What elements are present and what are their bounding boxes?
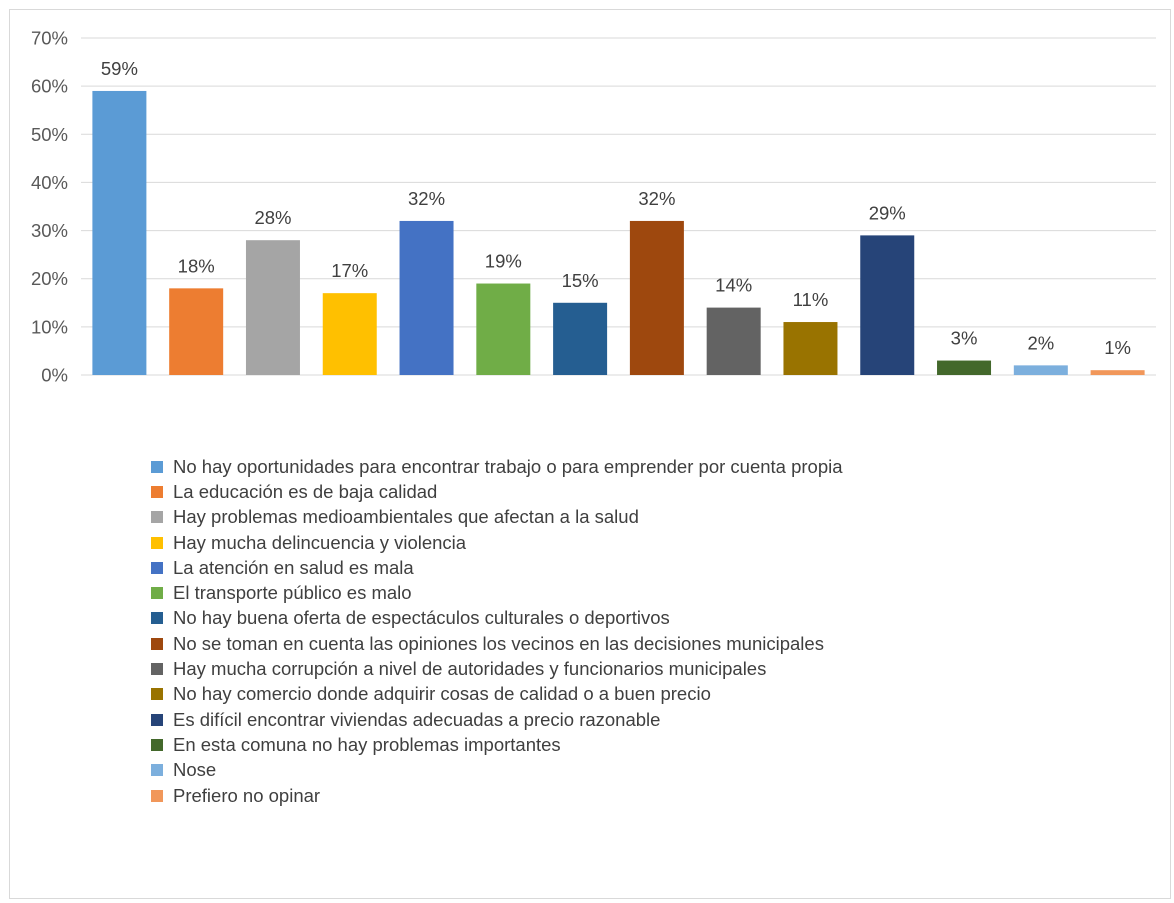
legend-item: No hay oportunidades para encontrar trab…: [151, 454, 843, 479]
legend-item: En esta comuna no hay problemas importan…: [151, 732, 843, 757]
legend-label: Hay problemas medioambientales que afect…: [173, 506, 639, 528]
y-tick-label: 30%: [31, 220, 68, 241]
data-label: 19%: [485, 251, 522, 272]
legend-item: No hay buena oferta de espectáculos cult…: [151, 606, 843, 631]
y-tick-label: 60%: [31, 76, 68, 97]
legend-label: Hay mucha corrupción a nivel de autorida…: [173, 658, 767, 680]
legend-label: Hay mucha delincuencia y violencia: [173, 531, 467, 553]
legend-swatch: [151, 612, 163, 625]
legend-label: La educación es de baja calidad: [173, 480, 438, 502]
data-label: 32%: [638, 188, 675, 209]
legend-item: Hay problemas medioambientales que afect…: [151, 505, 843, 530]
legend-swatch: [151, 688, 163, 701]
legend-swatch: [151, 789, 163, 802]
bar: [553, 302, 608, 375]
y-tick-label: 50%: [31, 124, 68, 145]
legend-swatch: [151, 764, 163, 777]
legend-item: La educación es de baja calidad: [151, 479, 843, 504]
legend-label: Prefiero no opinar: [173, 784, 321, 806]
legend-swatch: [151, 536, 163, 549]
legend-swatch: [151, 561, 163, 574]
legend-label: No hay oportunidades para encontrar trab…: [173, 455, 843, 477]
legend-swatch: [151, 460, 163, 473]
legend-item: Hay mucha delincuencia y violencia: [151, 530, 843, 555]
legend-label: Es difícil encontrar viviendas adecuadas…: [173, 708, 661, 730]
data-label: 14%: [715, 275, 752, 296]
legend-label: No hay comercio donde adquirir cosas de …: [173, 683, 711, 705]
legend-label: No se toman en cuenta las opiniones los …: [173, 632, 824, 654]
legend-label: Nose: [173, 759, 217, 781]
legend-item: No hay comercio donde adquirir cosas de …: [151, 682, 843, 707]
bar: [245, 240, 300, 375]
legend-label: El transporte público es malo: [173, 582, 412, 604]
bar: [629, 220, 684, 375]
bar: [1013, 365, 1068, 375]
bar: [706, 307, 761, 375]
legend-swatch: [151, 637, 163, 650]
legend-swatch: [151, 738, 163, 751]
bar: [92, 90, 147, 375]
data-label: 18%: [178, 255, 215, 276]
data-label: 15%: [562, 270, 599, 291]
chart-legend: No hay oportunidades para encontrar trab…: [151, 454, 843, 808]
data-label: 32%: [408, 188, 445, 209]
data-label: 1%: [1104, 337, 1131, 358]
y-tick-label: 10%: [31, 316, 68, 337]
legend-swatch: [151, 713, 163, 726]
legend-item: No se toman en cuenta las opiniones los …: [151, 631, 843, 656]
data-label: 11%: [793, 289, 829, 310]
y-tick-label: 0%: [41, 365, 68, 386]
data-label: 17%: [331, 260, 368, 281]
legend-swatch: [151, 663, 163, 676]
bar: [322, 293, 377, 375]
bar: [783, 322, 838, 375]
bar: [1090, 370, 1145, 375]
y-tick-label: 20%: [31, 268, 68, 289]
bar: [476, 283, 531, 375]
bar: [399, 220, 454, 375]
data-label: 29%: [869, 202, 906, 223]
legend-item: La atención en salud es mala: [151, 555, 843, 580]
legend-label: En esta comuna no hay problemas importan…: [173, 733, 561, 755]
bar: [169, 288, 224, 375]
legend-item: Nose: [151, 758, 843, 783]
data-label: 28%: [254, 207, 291, 228]
bar: [860, 235, 915, 375]
data-label: 2%: [1027, 332, 1054, 353]
legend-swatch: [151, 587, 163, 600]
legend-label: La atención en salud es mala: [173, 556, 414, 578]
data-label: 59%: [101, 58, 138, 79]
legend-item: Hay mucha corrupción a nivel de autorida…: [151, 656, 843, 681]
legend-swatch: [151, 511, 163, 524]
legend-item: Es difícil encontrar viviendas adecuadas…: [151, 707, 843, 732]
legend-item: El transporte público es malo: [151, 580, 843, 605]
y-tick-label: 70%: [31, 28, 68, 49]
y-tick-label: 40%: [31, 172, 68, 193]
legend-label: No hay buena oferta de espectáculos cult…: [173, 607, 670, 629]
bar: [937, 360, 992, 375]
legend-swatch: [151, 485, 163, 498]
bar-chart: 0% 10% 20% 30% 40% 50% 60% 70% 59% 18% 28% 17% 32% 19…: [31, 28, 1156, 386]
chart-frame: 0% 10% 20% 30% 40% 50% 60% 70% 59% 18% 28% 17% 32% 19…: [9, 9, 1171, 899]
legend-item: Prefiero no opinar: [151, 783, 843, 808]
data-label: 3%: [951, 328, 978, 349]
